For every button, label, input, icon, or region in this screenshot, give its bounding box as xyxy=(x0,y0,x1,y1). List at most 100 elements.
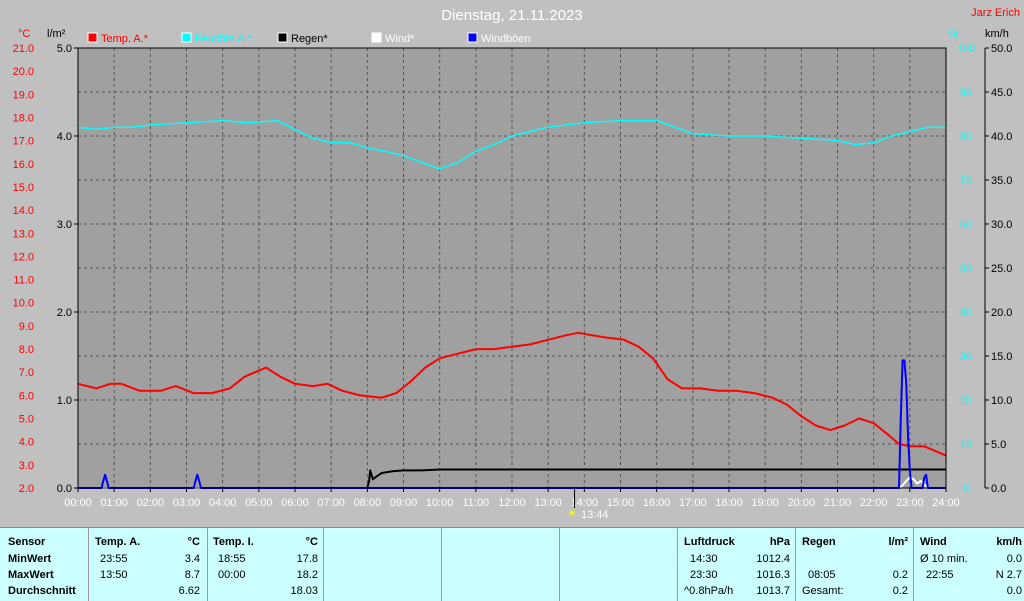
y-temp-tick-label: 10.0 xyxy=(13,298,34,310)
x-tick-label: 04:00 xyxy=(209,497,237,509)
y-temp-tick-label: 4.0 xyxy=(19,437,34,449)
y-humidity-tick-label: 100 xyxy=(957,43,975,55)
y-rain-tick-label: 0.0 xyxy=(57,483,72,495)
wind-max-time: 22:55 xyxy=(926,569,954,581)
pressure-trend: ^0.8hPa/h xyxy=(684,585,734,597)
pressure-max-time: 23:30 xyxy=(690,569,718,581)
y-temp-tick-label: 8.0 xyxy=(19,344,34,356)
y-wind-tick-label: 5.0 xyxy=(991,439,1006,451)
x-tick-label: 10:00 xyxy=(426,497,454,509)
y-temp-tick-label: 6.0 xyxy=(19,390,34,402)
y-humidity-tick-label: 20 xyxy=(960,395,972,407)
y-wind-tick-label: 0.0 xyxy=(991,483,1006,495)
pressure-unit: hPa xyxy=(769,536,790,548)
x-tick-label: 22:00 xyxy=(860,497,888,509)
temp-i-avg-value: 18.03 xyxy=(290,585,318,597)
y-temp-tick-label: 5.0 xyxy=(19,414,34,426)
chart-series xyxy=(77,119,947,489)
y-temp-tick-label: 18.0 xyxy=(13,112,34,124)
legend-label-humidity: Feuchte A.* xyxy=(195,33,253,45)
temp-a-unit: °C xyxy=(187,536,200,548)
x-tick-label: 06:00 xyxy=(281,497,309,509)
y-temp-tick-label: 13.0 xyxy=(13,228,34,240)
legend-label-wind: Wind* xyxy=(385,33,415,45)
y-temp-tick-label: 9.0 xyxy=(19,321,34,333)
x-tick-label: 05:00 xyxy=(245,497,273,509)
y-humidity-tick-label: 40 xyxy=(960,307,972,319)
y-wind-tick-label: 50.0 xyxy=(991,43,1012,55)
temp-i-max-value: 18.2 xyxy=(296,569,318,581)
rain-max-value: 0.2 xyxy=(892,569,908,581)
pressure-max-value: 1016.3 xyxy=(756,569,790,581)
legend-label-rain: Regen* xyxy=(291,33,328,45)
author-label: Jarz Erich xyxy=(971,7,1020,19)
y-humidity-tick-label: 0 xyxy=(963,483,969,495)
legend-label-gusts: Windböen xyxy=(481,33,531,45)
wind-unit-label: km/h xyxy=(985,28,1009,40)
legend-swatch-wind xyxy=(371,32,382,43)
x-tick-label: 19:00 xyxy=(751,497,779,509)
y-rain-tick-label: 3.0 xyxy=(57,219,72,231)
temp-i-unit: °C xyxy=(305,536,318,548)
y-temp-tick-label: 21.0 xyxy=(13,43,34,55)
weather-chart: 00:00 01:00 02:00 03:00 04:00 05:00 06:00 07:00… xyxy=(13,7,1020,521)
y-temp-tick-label: 19.0 xyxy=(13,89,34,101)
y-humidity-tick-label: 60 xyxy=(960,219,972,231)
x-tick-label: 02:00 xyxy=(137,497,165,509)
temp-i-header: Temp. I. xyxy=(213,536,254,548)
y-rain-tick-label: 1.0 xyxy=(57,395,72,407)
x-tick-label: 21:00 xyxy=(824,497,852,509)
legend-label-temp: Temp. A.* xyxy=(101,33,149,45)
x-tick-label: 17:00 xyxy=(679,497,707,509)
temp-a-min-time: 23:55 xyxy=(100,553,128,565)
pressure-avg-value: 1013.7 xyxy=(756,585,790,597)
time-marker: ☀ 13:44 xyxy=(567,507,609,521)
wind-avg-value: 0.0 xyxy=(1006,585,1022,597)
wind-avg10-value: 0.0 xyxy=(1006,553,1022,565)
y-rain-tick-label: 2.0 xyxy=(57,307,72,319)
rain-header: Regen xyxy=(802,536,836,548)
x-tick-label: 01:00 xyxy=(100,497,128,509)
rain-total-label: Gesamt: xyxy=(802,585,844,597)
y-humidity-tick-label: 50 xyxy=(960,263,972,275)
plot-frame xyxy=(77,47,947,489)
y-wind-tick-label: 35.0 xyxy=(991,175,1012,187)
time-marker-label: 13:44 xyxy=(581,509,609,521)
x-tick-label: 12:00 xyxy=(498,497,526,509)
temp-a-max-time: 13:50 xyxy=(100,569,128,581)
axis-ticks: 00:00 01:00 02:00 03:00 04:00 05:00 06:00 07:00… xyxy=(13,43,1013,509)
rain-max-time: 08:05 xyxy=(808,569,836,581)
row-label-max: MaxWert xyxy=(8,569,54,581)
wind-unit: km/h xyxy=(996,536,1022,548)
x-tick-label: 16:00 xyxy=(643,497,671,509)
y-humidity-tick-label: 90 xyxy=(960,87,972,99)
legend-swatch-rain xyxy=(277,32,288,43)
y-temp-tick-label: 3.0 xyxy=(19,460,34,472)
y-wind-tick-label: 15.0 xyxy=(991,351,1012,363)
rain-total-value: 0.2 xyxy=(892,585,908,597)
temp-unit-label: °C xyxy=(18,28,30,40)
x-tick-label: 13:00 xyxy=(534,497,562,509)
x-tick-label: 00:00 xyxy=(64,497,92,509)
x-tick-label: 15:00 xyxy=(607,497,635,509)
y-temp-tick-label: 20.0 xyxy=(13,66,34,78)
sensor-header: Sensor xyxy=(8,536,46,548)
humidity-unit-label: % xyxy=(948,28,958,40)
y-temp-tick-label: 15.0 xyxy=(13,182,34,194)
y-temp-tick-label: 14.0 xyxy=(13,205,34,217)
legend: Temp. A.* Feuchte A.* Regen* Wind* Windb… xyxy=(87,32,531,45)
x-tick-label: 09:00 xyxy=(390,497,418,509)
row-label-avg: Durchschnitt xyxy=(8,585,76,597)
pressure-min-time: 14:30 xyxy=(690,553,718,565)
temp-i-max-time: 00:00 xyxy=(218,569,246,581)
wind-header: Wind xyxy=(920,536,947,548)
legend-swatch-humidity xyxy=(181,32,192,43)
row-label-min: MinWert xyxy=(8,553,52,565)
y-temp-tick-label: 11.0 xyxy=(13,275,34,287)
y-humidity-tick-label: 30 xyxy=(960,351,972,363)
wind-avg10-label: Ø 10 min. xyxy=(920,553,968,565)
x-tick-label: 23:00 xyxy=(896,497,924,509)
y-wind-tick-label: 40.0 xyxy=(991,131,1012,143)
series-line-2 xyxy=(78,468,946,489)
y-temp-tick-label: 17.0 xyxy=(13,136,34,148)
